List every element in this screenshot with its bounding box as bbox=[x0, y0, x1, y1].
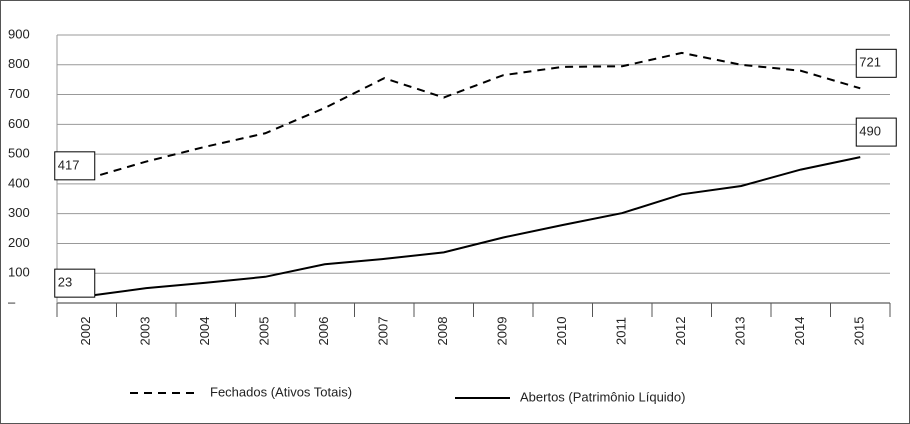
data-label: 417 bbox=[58, 157, 80, 172]
data-label: 23 bbox=[58, 275, 72, 290]
legend-label: Fechados (Ativos Totais) bbox=[210, 384, 352, 399]
series-line bbox=[86, 156, 861, 298]
x-tick-label: 2006 bbox=[316, 317, 331, 346]
y-tick-label: 500 bbox=[8, 146, 30, 161]
y-tick-label: – bbox=[8, 294, 16, 309]
x-tick-label: 2005 bbox=[257, 317, 272, 346]
data-label: 490 bbox=[859, 124, 881, 139]
x-tick-label: 2010 bbox=[554, 317, 569, 346]
x-tick-label: 2002 bbox=[78, 317, 93, 346]
x-tick-label: 2009 bbox=[495, 317, 510, 346]
y-tick-label: 800 bbox=[8, 56, 30, 71]
x-tick-label: 2008 bbox=[435, 317, 450, 346]
y-tick-label: 100 bbox=[8, 265, 30, 280]
x-tick-label: 2011 bbox=[614, 317, 629, 345]
x-tick-label: 2012 bbox=[673, 317, 688, 346]
data-label-box bbox=[855, 117, 897, 147]
x-tick-label: 2015 bbox=[852, 317, 867, 346]
x-tick-label: 2013 bbox=[733, 317, 748, 346]
y-tick-label: 400 bbox=[8, 175, 30, 190]
series-line bbox=[86, 51, 861, 180]
y-tick-label: 200 bbox=[8, 235, 30, 250]
data-label: 721 bbox=[859, 55, 881, 70]
y-tick-label: 700 bbox=[8, 86, 30, 101]
data-label-box bbox=[54, 151, 96, 181]
data-label-box bbox=[54, 268, 96, 298]
x-tick-label: 2004 bbox=[197, 317, 212, 346]
y-tick-label: 600 bbox=[8, 116, 30, 131]
x-tick-label: 2014 bbox=[792, 317, 807, 346]
data-label-box bbox=[855, 48, 897, 78]
x-tick-label: 2003 bbox=[138, 317, 153, 346]
y-tick-label: 300 bbox=[8, 205, 30, 220]
x-tick-label: 2007 bbox=[376, 317, 391, 346]
legend-label: Abertos (Patrimônio Líquido) bbox=[520, 389, 685, 404]
y-tick-label: 900 bbox=[8, 26, 30, 41]
